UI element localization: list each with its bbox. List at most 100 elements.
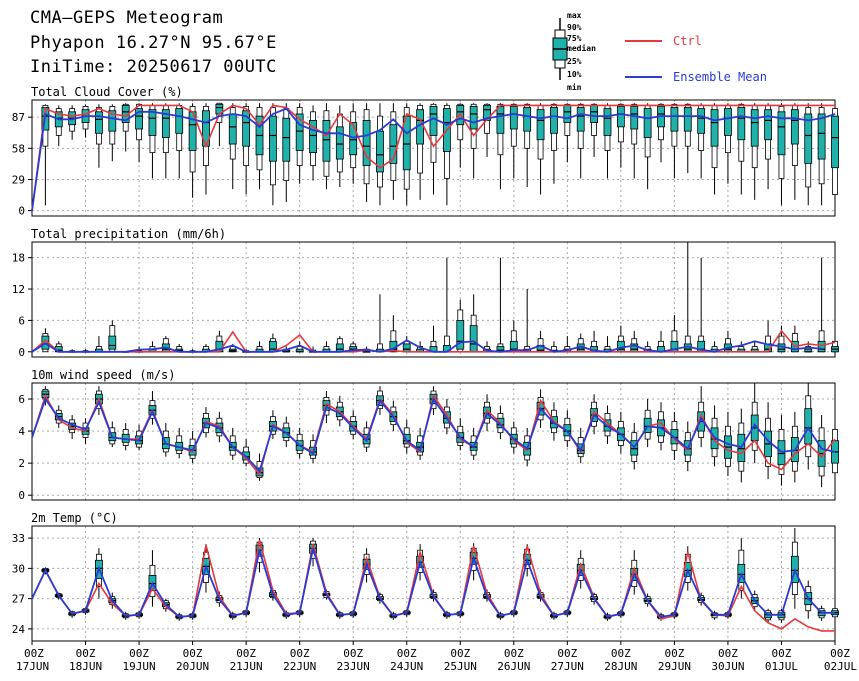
box-plot [349, 341, 358, 353]
x-tick-hour: 00Z [24, 647, 44, 660]
box-inner [309, 120, 317, 154]
box-plot [657, 330, 665, 353]
box-plot [576, 333, 585, 353]
box-inner [135, 108, 143, 130]
box-plot [603, 336, 612, 353]
box-plot [536, 330, 545, 353]
box-plot [469, 103, 478, 179]
box-inner [389, 124, 398, 164]
box-plot [483, 103, 491, 157]
legend-box-label: 10% [567, 70, 582, 79]
box-inner [268, 115, 277, 162]
y-tick-label: 12 [12, 283, 25, 296]
x-tick-hour: 00Z [664, 647, 684, 660]
box-plot [402, 103, 411, 206]
box-plot [54, 105, 63, 147]
box-plot [255, 103, 264, 190]
box-plot [643, 399, 652, 448]
box-plot [764, 103, 772, 190]
box-plot [95, 104, 103, 168]
x-tick-date: 24JUN [390, 660, 423, 673]
y-tick-label: 27 [12, 593, 25, 606]
box-plot [295, 341, 304, 353]
box-plot [563, 103, 572, 163]
legend-box-label: median [567, 43, 596, 53]
box-plot [670, 315, 679, 353]
box-plot [643, 103, 652, 190]
box-inner [817, 340, 826, 353]
x-tick-hour: 00Z [718, 647, 738, 660]
x-tick-date: 18JUN [69, 660, 102, 673]
x-tick-hour: 00Z [129, 647, 149, 660]
legend-box-label: min [567, 82, 582, 92]
box-plot [509, 103, 518, 179]
box-plot [737, 103, 746, 195]
box-inner [335, 126, 344, 160]
box-plot [616, 103, 625, 168]
box-inner [376, 130, 384, 173]
box-inner [108, 110, 117, 132]
box-inner [817, 113, 826, 160]
box-inner [469, 106, 478, 130]
x-tick-date: 20JUN [176, 660, 209, 673]
box-plot [295, 103, 304, 184]
box-plot [376, 294, 384, 353]
box-plot [683, 242, 692, 353]
box-plot [831, 103, 839, 206]
box-inner [563, 104, 572, 123]
box-plot [161, 336, 170, 353]
x-tick-hour: 00Z [450, 647, 470, 660]
box-plot [496, 257, 505, 353]
box-plot [389, 315, 398, 353]
box-plot [376, 103, 384, 206]
box-inner [95, 111, 103, 134]
box-plot [442, 257, 451, 353]
box-plot [309, 105, 317, 181]
box-plot [135, 103, 143, 163]
box-inner [242, 110, 251, 147]
panel-title: Total precipitation (mm/6h) [31, 227, 226, 241]
y-tick-label: 6 [18, 314, 25, 327]
y-tick-label: 30 [12, 562, 25, 575]
box-plot [228, 343, 237, 353]
x-tick-hour: 00Z [557, 647, 577, 660]
box-plot [697, 103, 706, 179]
box-inner [175, 108, 184, 134]
legend-ctrl-label: Ctrl [673, 34, 702, 48]
x-tick-hour: 00Z [611, 647, 631, 660]
box-plot [68, 105, 77, 140]
x-tick-hour: 00Z [290, 647, 310, 660]
ensemble-mean-line [31, 547, 835, 618]
box-inner [603, 108, 612, 136]
panel-title: 10m wind speed (m/s) [31, 368, 176, 382]
box-plot [724, 103, 732, 184]
box-plot [804, 103, 813, 206]
box-inner [148, 109, 157, 136]
box-inner [335, 343, 344, 353]
box-inner [804, 113, 813, 164]
box-plot [817, 257, 826, 353]
box-plot [175, 427, 184, 459]
x-tick-date: 27JUN [551, 660, 584, 673]
y-tick-label: 6 [18, 393, 25, 406]
box-inner [576, 107, 585, 132]
box-plot [255, 341, 264, 353]
y-tick-label: 58 [12, 142, 25, 155]
box-inner [456, 320, 465, 350]
box-plot [804, 383, 813, 470]
box-inner [724, 108, 732, 136]
box-plot [242, 103, 251, 195]
box-inner [831, 115, 839, 169]
x-tick-date: 25JUN [444, 660, 477, 673]
box-plot [777, 608, 786, 623]
box-inner [429, 106, 438, 136]
box-plot [108, 421, 117, 448]
box-plot [349, 103, 358, 184]
box-inner [295, 113, 304, 151]
y-tick-label: 2 [18, 457, 25, 470]
box-plot [536, 103, 545, 195]
y-tick-label: 0 [18, 205, 25, 218]
chart-title: CMA–GEPS Meteogram [30, 8, 224, 28]
box-plot [335, 336, 344, 353]
legend-box-label: 25% [567, 57, 582, 66]
